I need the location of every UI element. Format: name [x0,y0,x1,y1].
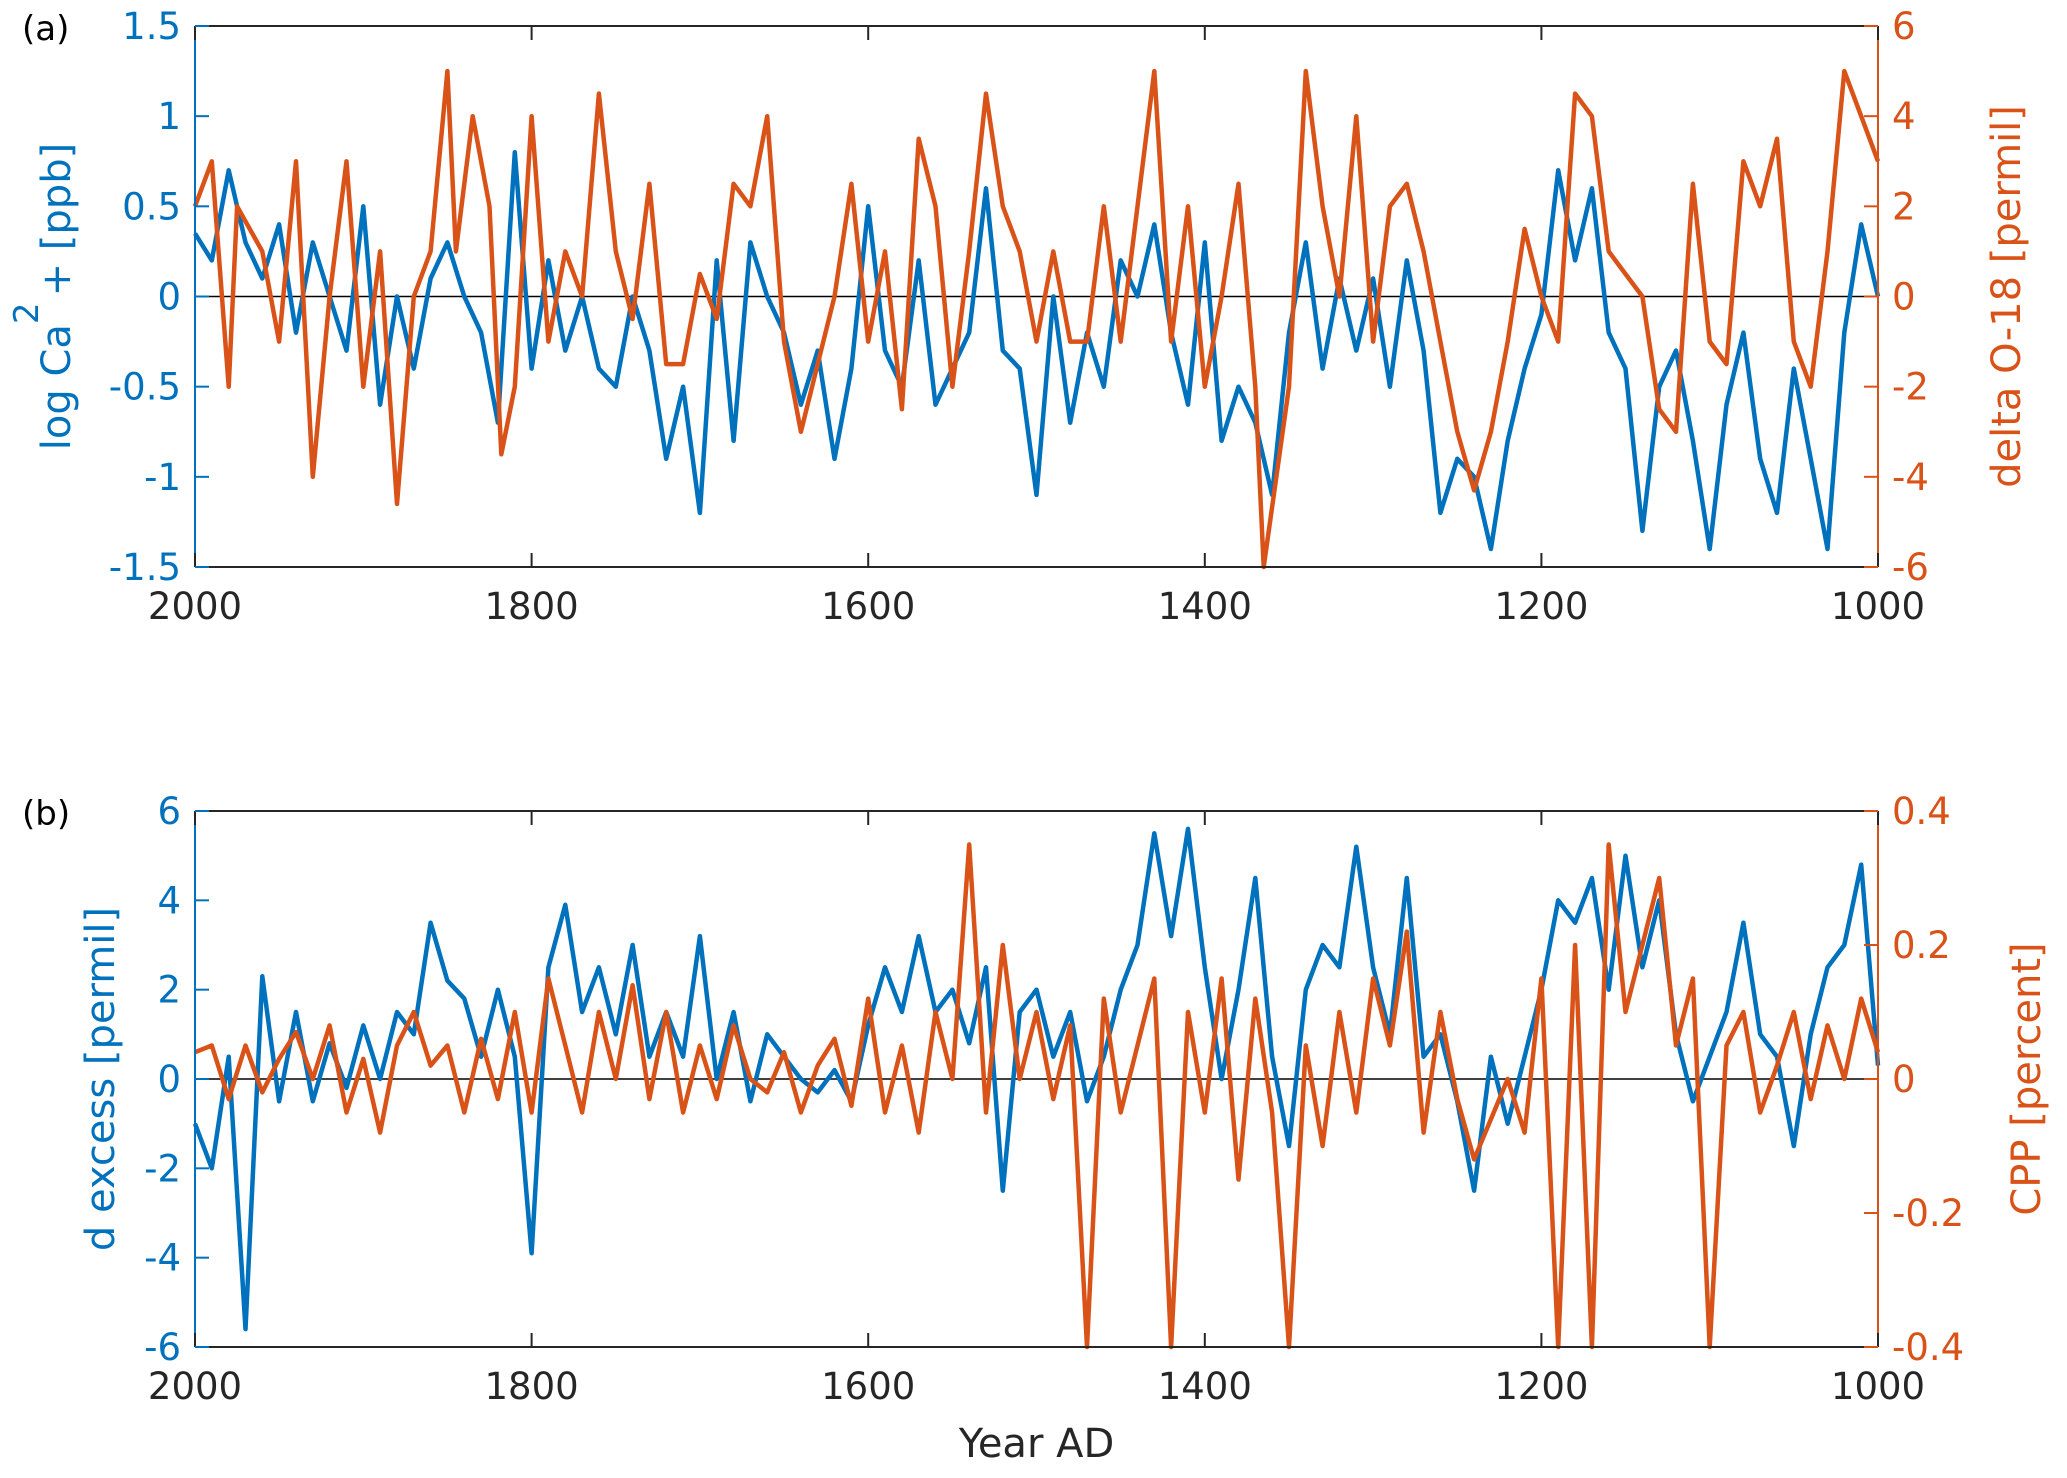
x-axis-label: Year AD [958,1421,1115,1467]
y-axis-label-right: CPP [percent] [2004,942,2050,1215]
series-line-cpp [194,842,1881,1350]
y-tick-label-left: 4 [157,879,181,922]
y-label-superscript: 2 [7,302,47,324]
y-tick-label-left: 1.5 [122,5,181,48]
y-tick-label-right: -4 [1892,456,1929,499]
series-line-delta-o-18 [192,68,1881,570]
y-tick-label-left: -4 [144,1237,181,1280]
panel-a: (a) 2000 1800 1600 1400 1200 1000 -1.5 -1 -0.5 0 0.… [7,5,2030,628]
x-tick-label: 2000 [148,1365,242,1408]
x-tick-label: 1600 [821,585,915,628]
x-tick-label: 1000 [1831,1365,1925,1408]
panel-label: (b) [22,794,70,834]
y-tick-label-left: -1.5 [109,546,181,589]
x-tick-label: 2000 [148,585,242,628]
x-tick-label: 1200 [1494,585,1588,628]
series-line-d-excess [192,826,1881,1332]
x-tick-label: 1400 [1158,585,1252,628]
y-tick-label-right: 0.4 [1892,790,1951,833]
y-tick-label-left: -1 [144,456,181,499]
x-tick-label: 1800 [485,585,579,628]
y-tick-label-left: 2 [157,969,181,1012]
y-tick-label-left: 0 [157,276,181,319]
x-tick-label: 1400 [1158,1365,1252,1408]
y-tick-label-left: 0 [157,1058,181,1101]
y-tick-label-right: 0 [1892,1058,1916,1101]
x-tick-label: 1000 [1831,585,1925,628]
panel-b: (b) 2000 1800 1600 1400 1200 1000 -6 -4 -2 0 2 4 6 -0.… [22,790,2050,1467]
y-label-part: log Ca [34,324,80,450]
y-tick-label-right: -2 [1892,366,1929,409]
y-axis-label-left: log Ca2 + [ppb] [7,143,80,450]
y-tick-label-right: -0.4 [1892,1326,1964,1369]
y-tick-label-right: 2 [1892,185,1916,228]
y-axis-label-right: delta O-18 [permil] [1984,105,2030,488]
y-tick-label-right: 6 [1892,5,1916,48]
y-tick-label-left: -6 [144,1326,181,1369]
y-tick-label-left: 6 [157,790,181,833]
y-tick-label-right: -0.2 [1892,1192,1964,1235]
y-tick-label-right: 0 [1892,276,1916,319]
x-tick-label: 1200 [1494,1365,1588,1408]
y-tick-label-left: -0.5 [109,366,181,409]
y-tick-label-right: 0.2 [1892,924,1951,967]
y-tick-label-left: 1 [157,95,181,138]
y-tick-label-right: 4 [1892,95,1916,138]
x-tick-label: 1800 [485,1365,579,1408]
y-label-part: + [ppb] [34,143,80,297]
x-tick-label: 1600 [821,1365,915,1408]
panel-label: (a) [22,9,69,49]
series-line-log-ca2- [193,149,1881,552]
y-tick-label-left: -2 [144,1147,181,1190]
y-tick-label-left: 0.5 [122,185,181,228]
y-axis-label-left: d excess [permil] [78,907,124,1251]
y-tick-label-right: -6 [1892,546,1929,589]
